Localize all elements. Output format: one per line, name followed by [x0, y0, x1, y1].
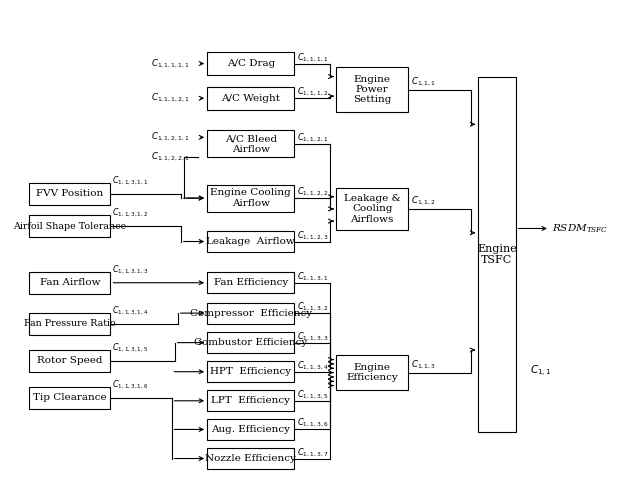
Text: Fan Pressure Ratio: Fan Pressure Ratio — [24, 319, 116, 328]
Text: Leakage &
Cooling
Airflows: Leakage & Cooling Airflows — [344, 194, 401, 224]
Text: $C_{1,1,3,1,6}$: $C_{1,1,3,1,6}$ — [113, 379, 149, 391]
Bar — [207, 272, 294, 293]
Text: Fan Airflow: Fan Airflow — [40, 278, 100, 287]
Text: Nozzle Efficiency: Nozzle Efficiency — [205, 454, 296, 463]
Text: $C_{1,1,3}$: $C_{1,1,3}$ — [411, 359, 436, 371]
Text: Engine
TSFC: Engine TSFC — [477, 244, 517, 265]
Text: Rotor Speed: Rotor Speed — [37, 356, 103, 365]
Bar — [336, 355, 408, 390]
Text: HPT  Efficiency: HPT Efficiency — [210, 367, 291, 376]
Text: RSDM$_{\mathregular{TSFC}}$: RSDM$_{\mathregular{TSFC}}$ — [552, 222, 608, 235]
Bar — [30, 215, 111, 237]
Text: $C_{1,1,2,2}$: $C_{1,1,2,2}$ — [297, 186, 328, 198]
Bar — [207, 419, 294, 440]
Text: Engine Cooling
Airflow: Engine Cooling Airflow — [210, 188, 291, 208]
Bar — [30, 350, 111, 372]
Bar — [207, 52, 294, 75]
Bar — [30, 313, 111, 335]
Text: $C_{1,1,1,1,1}$: $C_{1,1,1,1,1}$ — [151, 57, 190, 70]
Text: Leakage  Airflow: Leakage Airflow — [206, 237, 295, 246]
Text: $C_{1,1,2,1}$: $C_{1,1,2,1}$ — [297, 132, 328, 144]
Text: Fan Efficiency: Fan Efficiency — [213, 278, 288, 287]
Text: $C_{1,1,2,3}$: $C_{1,1,2,3}$ — [297, 229, 328, 242]
Text: $C_{1,1,3,5}$: $C_{1,1,3,5}$ — [297, 389, 328, 401]
Text: $C_{1,1}$: $C_{1,1}$ — [530, 364, 551, 379]
Bar — [30, 183, 111, 205]
Text: LPT  Efficiency: LPT Efficiency — [211, 396, 290, 405]
Text: Engine
Power
Setting: Engine Power Setting — [353, 75, 392, 104]
Text: $C_{1,1,3,3}$: $C_{1,1,3,3}$ — [297, 330, 328, 343]
Text: Airfoil Shape Tolerance: Airfoil Shape Tolerance — [14, 222, 127, 231]
Bar — [207, 303, 294, 324]
Bar — [207, 361, 294, 382]
Text: $C_{1,1,2}$: $C_{1,1,2}$ — [411, 195, 436, 207]
Text: $C_{1,1,3,1,3}$: $C_{1,1,3,1,3}$ — [113, 264, 149, 276]
Text: A/C Drag: A/C Drag — [226, 59, 275, 68]
Text: $C_{1,1,2,1,1}$: $C_{1,1,2,1,1}$ — [151, 131, 190, 143]
Text: $C_{1,1,1,1}$: $C_{1,1,1,1}$ — [297, 51, 328, 64]
Text: Aug. Efficiency: Aug. Efficiency — [211, 425, 290, 434]
Bar — [207, 448, 294, 469]
Text: A/C Bleed
Airflow: A/C Bleed Airflow — [224, 134, 276, 154]
Bar — [336, 188, 408, 229]
Bar — [478, 77, 516, 432]
Text: $C_{1,1,3,6}$: $C_{1,1,3,6}$ — [297, 417, 328, 429]
Text: FVV Position: FVV Position — [37, 189, 104, 198]
Text: Compressor  Efficiency: Compressor Efficiency — [190, 309, 312, 318]
Bar — [30, 272, 111, 294]
Text: $C_{1,1,3,1,1}$: $C_{1,1,3,1,1}$ — [113, 174, 149, 187]
Bar — [30, 387, 111, 409]
Bar — [207, 390, 294, 411]
Bar — [207, 185, 294, 212]
Bar — [207, 332, 294, 353]
Text: Tip Clearance: Tip Clearance — [33, 393, 107, 402]
Text: Engine
Efficiency: Engine Efficiency — [347, 363, 398, 382]
Bar — [336, 67, 408, 113]
Bar — [207, 130, 294, 157]
Text: $C_{1,1,2,2,1}$: $C_{1,1,2,2,1}$ — [151, 151, 190, 163]
Text: $C_{1,1,1,2,1}$: $C_{1,1,1,2,1}$ — [151, 92, 190, 104]
Text: $C_{1,1,3,1,4}$: $C_{1,1,3,1,4}$ — [113, 305, 149, 317]
Text: $C_{1,1,3,7}$: $C_{1,1,3,7}$ — [297, 446, 328, 458]
Text: $C_{1,1,3,1,2}$: $C_{1,1,3,1,2}$ — [113, 207, 149, 219]
Bar — [207, 231, 294, 252]
Text: A/C Weight: A/C Weight — [221, 94, 280, 103]
Bar — [207, 87, 294, 110]
Text: $C_{1,1,3,1,5}$: $C_{1,1,3,1,5}$ — [113, 341, 149, 354]
Text: $C_{1,1,1}$: $C_{1,1,1}$ — [411, 76, 436, 88]
Text: $C_{1,1,1,2}$: $C_{1,1,1,2}$ — [297, 86, 328, 99]
Text: $C_{1,1,3,2}$: $C_{1,1,3,2}$ — [297, 301, 328, 313]
Text: Combustor Efficiency: Combustor Efficiency — [194, 338, 307, 347]
Text: $C_{1,1,3,1}$: $C_{1,1,3,1}$ — [297, 270, 328, 283]
Text: $C_{1,1,3,4}$: $C_{1,1,3,4}$ — [297, 359, 329, 372]
